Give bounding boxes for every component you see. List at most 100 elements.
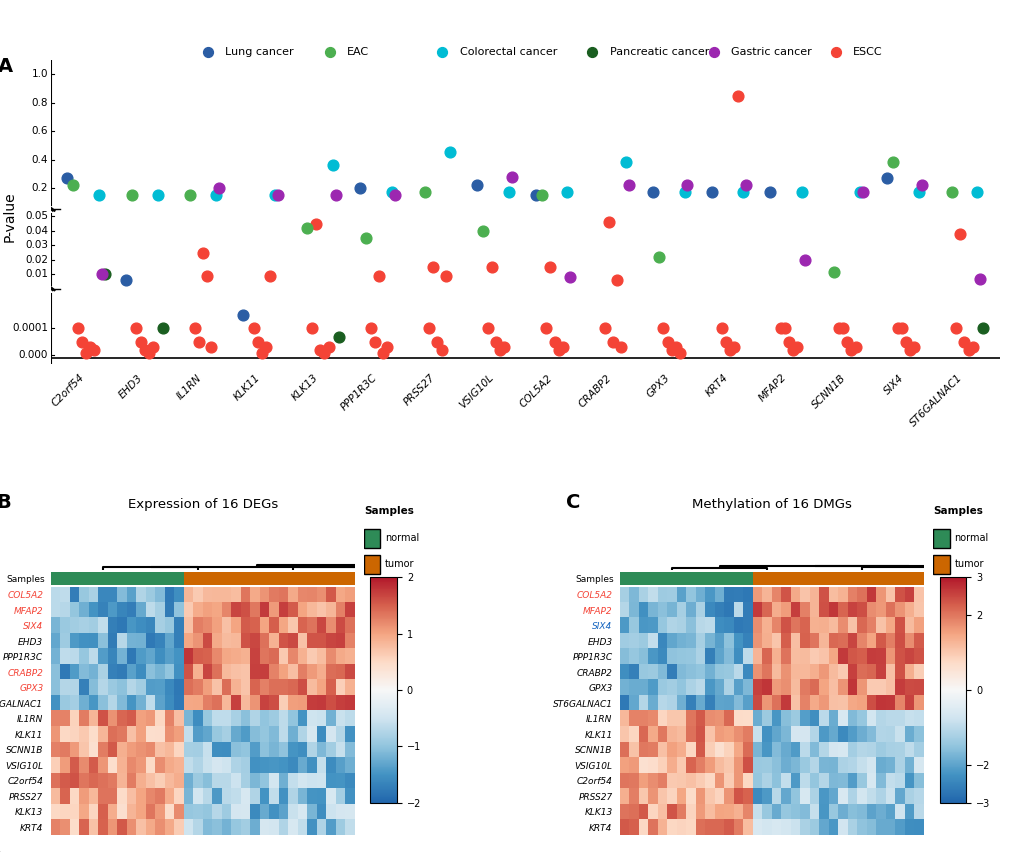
Point	[721, 343, 738, 357]
Point	[325, 158, 341, 172]
Text: EHD3: EHD3	[117, 372, 145, 400]
FancyBboxPatch shape	[932, 555, 949, 574]
Text: SCNN1B: SCNN1B	[809, 372, 847, 410]
Point	[618, 156, 634, 170]
Point	[308, 216, 324, 230]
Point	[73, 335, 90, 348]
Point	[269, 188, 285, 202]
Text: IL1RN: IL1RN	[174, 372, 203, 401]
Point	[679, 178, 695, 192]
Point	[910, 186, 926, 199]
Point	[328, 188, 344, 202]
Point	[246, 322, 262, 336]
Point	[500, 186, 517, 199]
Point	[379, 341, 395, 354]
Point	[132, 335, 149, 348]
Text: C: C	[565, 492, 580, 511]
Point	[352, 181, 368, 195]
Point	[479, 322, 495, 336]
Point	[117, 273, 133, 287]
Point	[583, 45, 599, 59]
Text: KLK11: KLK11	[231, 372, 262, 402]
Text: KLK13: KLK13	[290, 372, 320, 402]
Point	[97, 268, 113, 281]
Text: tumor: tumor	[385, 559, 414, 569]
Point	[69, 322, 86, 336]
Point	[433, 45, 449, 59]
Text: Samples: Samples	[364, 506, 414, 515]
Text: 0.0001: 0.0001	[12, 324, 48, 333]
Point	[663, 343, 680, 357]
Point	[960, 343, 976, 357]
Point	[475, 224, 491, 238]
Point	[362, 322, 378, 336]
Point	[149, 188, 165, 202]
Point	[735, 186, 751, 199]
Text: 1.0: 1.0	[32, 69, 48, 79]
Point	[878, 171, 895, 185]
Point	[780, 335, 796, 348]
Point	[542, 261, 558, 274]
Text: COL5A2: COL5A2	[518, 372, 554, 409]
Point	[195, 246, 211, 260]
Point	[964, 341, 980, 354]
Point	[761, 186, 777, 199]
Point	[254, 346, 270, 360]
Text: Colorectal cancer: Colorectal cancer	[460, 47, 556, 57]
Text: 0.01: 0.01	[25, 269, 48, 279]
Point	[538, 322, 554, 336]
Point	[234, 308, 251, 322]
Point	[550, 343, 567, 357]
Point	[771, 322, 788, 336]
Point	[330, 330, 346, 343]
Point	[383, 186, 399, 199]
Point	[77, 346, 94, 360]
Point	[788, 341, 804, 354]
Point	[558, 186, 575, 199]
Point	[889, 322, 905, 336]
Point	[483, 261, 499, 274]
Point	[561, 270, 578, 284]
Title: Methylation of 16 DMGs: Methylation of 16 DMGs	[691, 498, 851, 511]
Text: ESCC: ESCC	[852, 47, 882, 57]
Point	[155, 322, 171, 336]
Text: normal: normal	[385, 533, 419, 544]
Point	[884, 156, 901, 170]
Point	[956, 335, 972, 348]
Point	[316, 346, 332, 360]
Point	[775, 322, 792, 336]
Text: normal: normal	[954, 533, 987, 544]
Point	[366, 335, 382, 348]
Point	[123, 188, 140, 202]
Point	[830, 322, 847, 336]
Point	[650, 250, 666, 264]
Point	[266, 188, 282, 202]
Text: Samples: Samples	[932, 506, 982, 515]
Point	[258, 341, 274, 354]
Point	[796, 253, 812, 267]
Point	[546, 335, 562, 348]
Text: C2orf54: C2orf54	[50, 372, 86, 409]
Text: Lung cancer: Lung cancer	[225, 47, 293, 57]
Point	[713, 322, 730, 336]
Point	[321, 45, 337, 59]
Text: 0.6: 0.6	[32, 126, 48, 136]
Point	[250, 335, 266, 348]
Point	[469, 178, 485, 192]
Point	[82, 341, 98, 354]
Point	[304, 322, 320, 336]
Text: 0.04: 0.04	[25, 226, 48, 236]
Point	[437, 269, 453, 283]
Point	[905, 341, 921, 354]
Point	[897, 335, 913, 348]
Point	[128, 322, 145, 336]
Text: Pancreatic cancer: Pancreatic cancer	[609, 47, 708, 57]
Point	[784, 343, 800, 357]
FancyBboxPatch shape	[364, 529, 380, 548]
Point	[182, 188, 199, 202]
Text: A: A	[0, 57, 13, 77]
Point	[433, 343, 449, 357]
Point	[703, 186, 719, 199]
Point	[186, 322, 203, 336]
Text: PPP1R3C: PPP1R3C	[338, 372, 378, 412]
